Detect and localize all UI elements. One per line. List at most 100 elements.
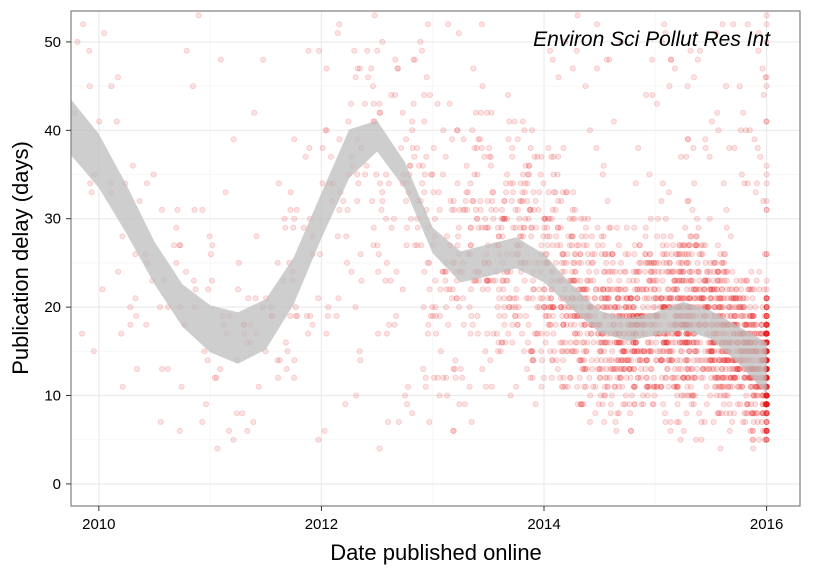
data-point <box>601 295 608 302</box>
data-point <box>475 136 482 143</box>
data-point <box>607 365 614 372</box>
data-point <box>639 286 646 293</box>
data-point <box>506 118 513 125</box>
data-point <box>530 277 537 284</box>
data-point <box>382 277 389 284</box>
data-point <box>615 357 622 364</box>
y-tick-label: 30 <box>44 211 61 228</box>
data-point <box>605 268 612 275</box>
data-point <box>615 339 622 346</box>
data-point <box>601 251 608 258</box>
data-point <box>710 268 717 275</box>
data-point <box>284 348 291 355</box>
data-point <box>714 374 721 381</box>
data-point <box>720 304 727 311</box>
data-point <box>702 242 709 249</box>
data-point <box>679 259 686 266</box>
data-point <box>474 312 481 319</box>
data-point <box>627 365 634 372</box>
data-point <box>550 171 557 178</box>
data-point <box>692 242 699 249</box>
data-point <box>508 197 515 204</box>
data-point <box>476 136 483 143</box>
data-point <box>574 383 581 390</box>
data-point <box>686 295 693 302</box>
data-point <box>683 259 690 266</box>
data-point <box>572 206 579 213</box>
data-point <box>472 109 479 116</box>
data-point <box>631 304 638 311</box>
data-point <box>608 365 615 372</box>
data-point <box>443 374 450 381</box>
data-point <box>657 304 664 311</box>
data-point <box>541 215 548 222</box>
data-point <box>618 38 625 45</box>
data-point <box>274 374 281 381</box>
data-point <box>639 348 646 355</box>
data-point <box>759 65 766 72</box>
data-point <box>684 295 691 302</box>
data-point <box>577 277 584 284</box>
data-point <box>483 109 490 116</box>
data-point <box>527 348 534 355</box>
data-point <box>549 56 556 63</box>
data-point <box>512 224 519 231</box>
data-point <box>455 30 462 37</box>
data-point <box>642 251 649 258</box>
data-point <box>571 312 578 319</box>
data-point <box>643 357 650 364</box>
data-point <box>684 357 691 364</box>
data-point <box>572 330 579 337</box>
data-point <box>502 339 509 346</box>
data-point <box>701 418 708 425</box>
data-point <box>478 21 485 28</box>
data-point <box>591 295 598 302</box>
data-point <box>133 312 140 319</box>
data-point <box>608 392 615 399</box>
data-point <box>539 295 546 302</box>
data-point <box>463 189 470 196</box>
data-point <box>683 357 690 364</box>
data-point <box>561 259 568 266</box>
data-point <box>653 383 660 390</box>
data-point <box>255 383 262 390</box>
data-point <box>602 392 609 399</box>
data-point <box>509 180 516 187</box>
data-point <box>88 189 95 196</box>
data-point <box>680 427 687 434</box>
data-point <box>715 295 722 302</box>
data-point <box>618 365 625 372</box>
data-point <box>282 224 289 231</box>
data-point <box>512 206 519 213</box>
data-point <box>596 348 603 355</box>
data-point <box>763 12 770 19</box>
data-point <box>600 304 607 311</box>
data-point <box>670 286 677 293</box>
data-point <box>631 383 638 390</box>
data-point <box>604 295 611 302</box>
data-point <box>607 339 614 346</box>
data-point <box>583 224 590 231</box>
data-point <box>623 224 630 231</box>
data-point <box>691 295 698 302</box>
data-point <box>375 251 382 258</box>
data-point <box>714 109 721 116</box>
data-point <box>459 374 466 381</box>
data-point <box>610 365 617 372</box>
data-point <box>628 392 635 399</box>
data-point <box>680 392 687 399</box>
data-point <box>672 65 679 72</box>
data-point <box>686 348 693 355</box>
data-point <box>659 180 666 187</box>
data-point <box>484 197 491 204</box>
data-point <box>620 401 627 408</box>
data-point <box>376 445 383 452</box>
data-point <box>403 242 410 249</box>
data-point <box>503 277 510 284</box>
data-point <box>548 215 555 222</box>
data-point <box>737 127 744 134</box>
data-point <box>323 127 330 134</box>
data-point <box>654 100 661 107</box>
data-point <box>584 286 591 293</box>
data-point <box>379 197 386 204</box>
